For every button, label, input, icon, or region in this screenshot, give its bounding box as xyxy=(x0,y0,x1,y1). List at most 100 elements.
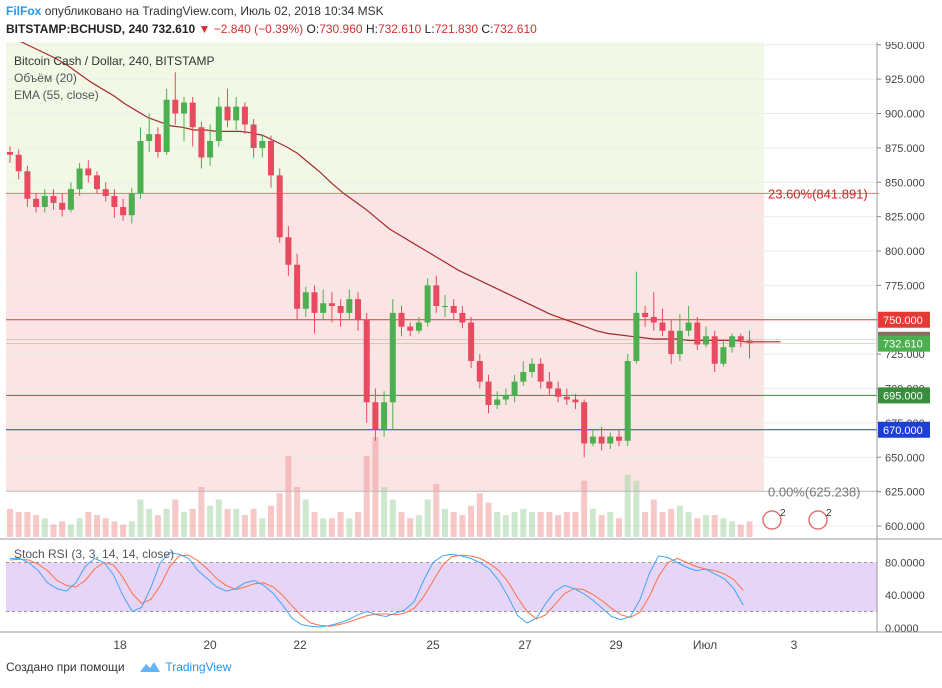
candle-body xyxy=(398,312,405,327)
volume-bar xyxy=(537,512,544,537)
candle-body xyxy=(720,347,727,364)
volume-bar xyxy=(424,499,431,537)
candle-body xyxy=(346,299,353,313)
candle-body xyxy=(459,312,466,323)
candle-body xyxy=(668,330,675,355)
volume-bar xyxy=(250,508,257,537)
volume-bar xyxy=(102,518,109,537)
price-tag xyxy=(878,335,930,352)
candle-body xyxy=(24,171,31,199)
volume-bar xyxy=(746,521,753,537)
candle-body xyxy=(111,196,118,207)
stoch-d-line xyxy=(9,554,744,627)
footer: Создано при помощи TradingView xyxy=(6,660,231,674)
candle-body xyxy=(41,196,48,207)
volume-bar xyxy=(494,512,501,537)
price-chart[interactable]: 23.60%(841.891) 0.00%(625.238) 600.000 625… xyxy=(0,42,942,662)
volume-bar xyxy=(198,487,205,537)
volume-bar xyxy=(215,499,222,537)
candle-body xyxy=(659,322,666,331)
ema-line xyxy=(19,42,781,343)
candle-body xyxy=(694,322,701,345)
price-label: 732.610 xyxy=(883,339,923,351)
candle-body xyxy=(633,312,640,361)
volume-bar xyxy=(146,508,153,537)
volume-bar xyxy=(233,508,240,537)
volume-bar xyxy=(572,512,579,537)
candle-body xyxy=(703,336,709,345)
candle-body xyxy=(511,381,518,396)
x-tick-label: 29 xyxy=(609,638,623,652)
x-tick-label: 3 xyxy=(791,638,798,652)
volume-bar xyxy=(372,437,379,537)
candle-body xyxy=(468,322,475,361)
stoch-tick-label: 0.0000 xyxy=(885,623,919,635)
candle-body xyxy=(589,436,596,444)
volume-bar xyxy=(459,515,466,537)
candle-body xyxy=(476,361,483,382)
candle-body xyxy=(259,141,266,148)
candle-body xyxy=(424,285,431,323)
low-label: L: xyxy=(424,22,435,36)
volume-bar xyxy=(285,455,292,537)
candle-body xyxy=(737,336,744,341)
candle-body xyxy=(381,402,388,430)
candle-body xyxy=(616,436,622,441)
candle-body xyxy=(85,168,92,176)
tradingview-label[interactable]: TradingView xyxy=(165,660,232,674)
level-price-tag xyxy=(878,387,930,404)
level-price-tag xyxy=(878,421,930,438)
chart-title: Bitcoin Cash / Dollar, 240, BITSTAMP xyxy=(14,54,215,68)
stoch-legend: Stoch RSI (3, 3, 14, 14, close) xyxy=(14,547,174,561)
volume-bar xyxy=(598,515,605,537)
level-price-label: 750.000 xyxy=(883,315,923,327)
candle-body xyxy=(285,237,292,265)
candle-body xyxy=(302,292,309,309)
candle-body xyxy=(268,141,274,176)
y-tick-label: 950.000 xyxy=(885,42,925,52)
volume-bar xyxy=(363,455,370,537)
ema-legend: EMA (55, close) xyxy=(14,88,99,102)
candle-body xyxy=(67,189,74,210)
x-tick-label: 18 xyxy=(113,638,127,652)
candle-body xyxy=(729,336,736,348)
volume-bar xyxy=(207,505,214,537)
y-tick-label: 725.000 xyxy=(885,349,925,361)
candle-body xyxy=(163,99,170,152)
volume-bar xyxy=(181,512,187,537)
author-name[interactable]: FilFox xyxy=(6,4,42,18)
volume-bar xyxy=(607,512,614,537)
candle-body xyxy=(102,189,109,196)
x-tick-label: 20 xyxy=(203,638,217,652)
volume-bar xyxy=(67,524,74,537)
volume-bar xyxy=(398,512,405,537)
volume-bar xyxy=(624,474,631,537)
candle-body xyxy=(250,124,257,148)
ohlc-line: BITSTAMP:BCHUSD, 240 732.610 ▼ −2.840 (−… xyxy=(6,22,537,36)
candle-body xyxy=(363,319,370,403)
level-price-label: 695.000 xyxy=(883,390,923,402)
candle-body xyxy=(407,326,414,331)
candle-body xyxy=(276,175,283,238)
volume-bar xyxy=(154,515,161,537)
stoch-tick-label: 40.0000 xyxy=(885,590,925,602)
fib-zone-upper xyxy=(6,42,764,194)
tradingview-logo[interactable]: TradingView xyxy=(138,660,231,674)
volume-bar xyxy=(381,487,388,537)
x-tick-label: 25 xyxy=(426,638,440,652)
candle-body xyxy=(746,340,753,344)
candle-body xyxy=(233,106,240,121)
volume-bar xyxy=(694,518,701,537)
volume-bar xyxy=(676,505,683,537)
candle-body xyxy=(572,399,579,403)
x-tick-label: Июл xyxy=(693,638,717,652)
volume-bar xyxy=(546,512,553,537)
chart-header: FilFox опубликовано на TradingView.com, … xyxy=(0,0,942,42)
candle-body xyxy=(181,102,187,114)
volume-bar xyxy=(120,524,127,537)
volume-bar xyxy=(415,515,422,537)
candle-body xyxy=(415,322,422,331)
volume-bar xyxy=(294,487,301,537)
open-label: O: xyxy=(306,22,320,36)
candle-body xyxy=(642,312,649,317)
